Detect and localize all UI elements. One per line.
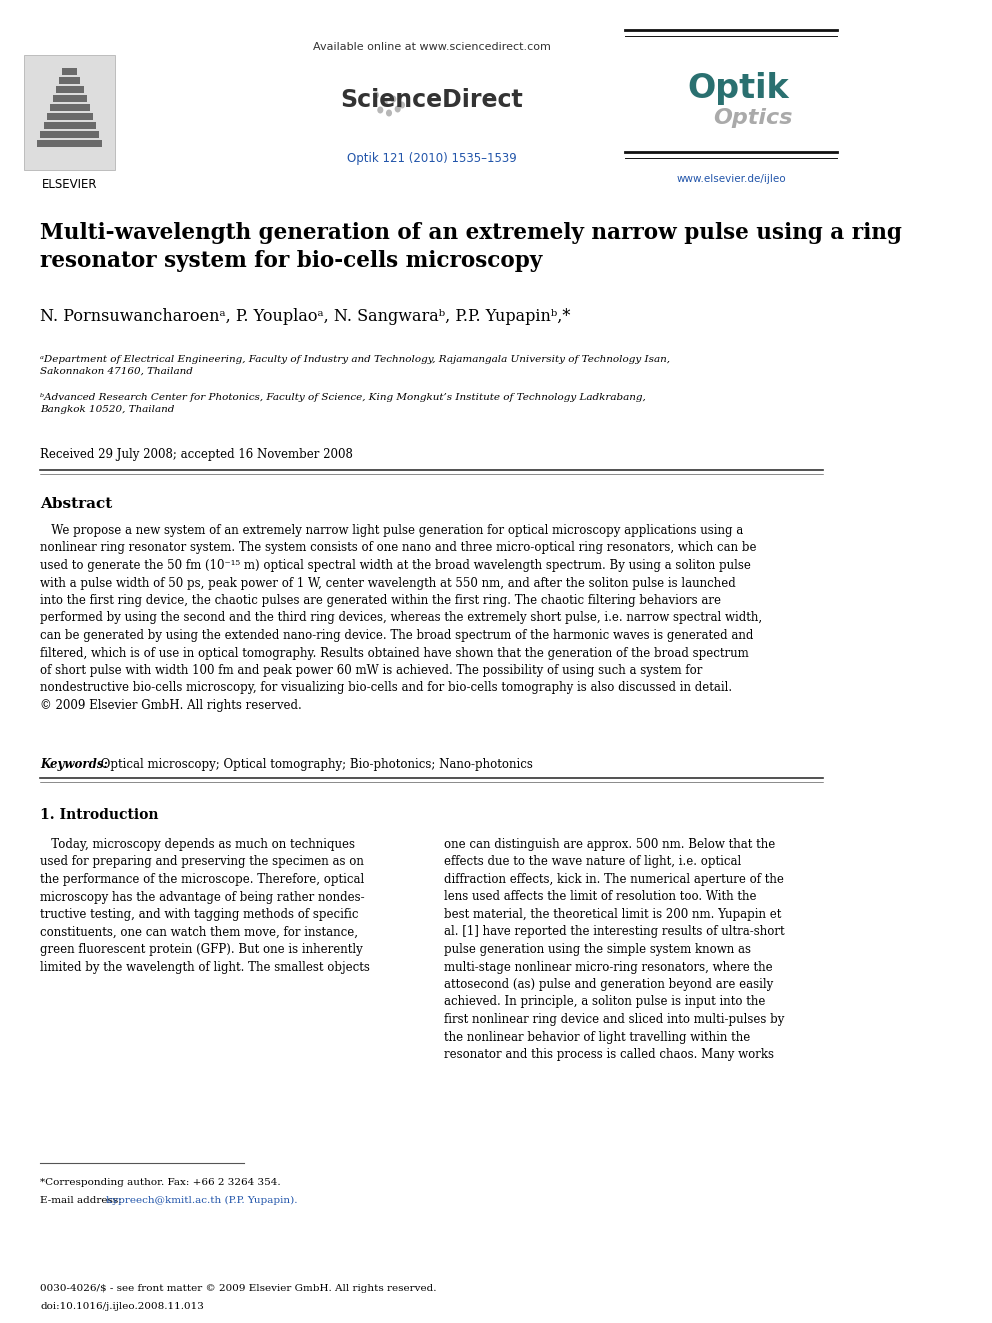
Text: ᵇAdvanced Research Center for Photonics, Faculty of Science, King Mongkut’s Inst: ᵇAdvanced Research Center for Photonics,… — [40, 393, 646, 414]
Text: www.elsevier.de/ijleo: www.elsevier.de/ijleo — [677, 175, 786, 184]
Text: ELSEVIER: ELSEVIER — [42, 179, 97, 191]
Bar — [56, 86, 83, 93]
Circle shape — [395, 106, 401, 112]
Text: Abstract: Abstract — [40, 497, 112, 511]
Bar — [41, 131, 99, 138]
Text: E-mail address:: E-mail address: — [40, 1196, 125, 1205]
Text: Today, microscopy depends as much on techniques
used for preparing and preservin: Today, microscopy depends as much on tec… — [40, 837, 370, 974]
Text: ScienceDirect: ScienceDirect — [340, 89, 523, 112]
Text: doi:10.1016/j.ijleo.2008.11.013: doi:10.1016/j.ijleo.2008.11.013 — [40, 1302, 204, 1311]
Circle shape — [373, 91, 379, 98]
Text: We propose a new system of an extremely narrow light pulse generation for optica: We propose a new system of an extremely … — [40, 524, 762, 712]
Text: N. Pornsuwancharoenᵃ, P. Youplaoᵃ, N. Sangwaraᵇ, P.P. Yupapinᵇ,*: N. Pornsuwancharoenᵃ, P. Youplaoᵃ, N. Sa… — [40, 308, 570, 325]
Text: Received 29 July 2008; accepted 16 November 2008: Received 29 July 2008; accepted 16 Novem… — [40, 448, 353, 460]
Circle shape — [377, 106, 383, 114]
Bar — [25, 56, 115, 169]
Text: *Corresponding author. Fax: +66 2 3264 354.: *Corresponding author. Fax: +66 2 3264 3… — [40, 1177, 281, 1187]
Text: ᵃDepartment of Electrical Engineering, Faculty of Industry and Technology, Rajam: ᵃDepartment of Electrical Engineering, F… — [40, 355, 670, 376]
Bar — [47, 112, 92, 120]
Text: Keywords:: Keywords: — [40, 758, 108, 771]
Bar — [53, 95, 86, 102]
Text: kypreech@kmitl.ac.th (P.P. Yupapin).: kypreech@kmitl.ac.th (P.P. Yupapin). — [106, 1196, 298, 1205]
Circle shape — [390, 95, 397, 102]
Text: Available online at www.sciencedirect.com: Available online at www.sciencedirect.co… — [312, 42, 551, 52]
Text: Optics: Optics — [713, 108, 793, 128]
Text: Optical microscopy; Optical tomography; Bio-photonics; Nano-photonics: Optical microscopy; Optical tomography; … — [97, 758, 534, 771]
Text: Multi-wavelength generation of an extremely narrow pulse using a ring
resonator : Multi-wavelength generation of an extrem… — [40, 222, 902, 273]
Bar — [38, 140, 102, 147]
Bar — [44, 122, 95, 130]
Text: one can distinguish are approx. 500 nm. Below that the
effects due to the wave n: one can distinguish are approx. 500 nm. … — [443, 837, 785, 1061]
Text: Optik: Optik — [687, 71, 789, 105]
Bar — [62, 67, 77, 75]
Bar — [59, 77, 80, 83]
Circle shape — [382, 99, 388, 106]
Text: Optik 121 (2010) 1535–1539: Optik 121 (2010) 1535–1539 — [347, 152, 517, 165]
Text: 1. Introduction: 1. Introduction — [40, 808, 159, 822]
Bar — [50, 105, 89, 111]
Text: 0030-4026/$ - see front matter © 2009 Elsevier GmbH. All rights reserved.: 0030-4026/$ - see front matter © 2009 El… — [40, 1285, 436, 1293]
Circle shape — [386, 110, 392, 116]
Circle shape — [399, 102, 405, 108]
